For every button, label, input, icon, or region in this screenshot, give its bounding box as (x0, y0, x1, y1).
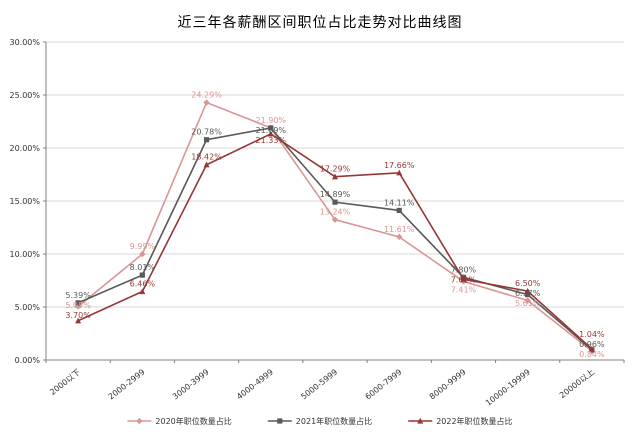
data-point-label: 14.11% (384, 198, 415, 207)
legend-label: 2022年职位数量占比 (436, 416, 512, 426)
data-point-label: 5.39% (65, 291, 91, 300)
data-point-marker (417, 417, 424, 424)
y-axis-label: 10.00% (9, 250, 40, 259)
data-point-label: 11.61% (384, 225, 415, 234)
data-point-marker (268, 125, 274, 131)
chart-title: 近三年各薪酬区间职位占比走势对比曲线图 (178, 15, 463, 31)
data-point-label: 6.17% (515, 289, 541, 298)
series-line-2020 (77, 101, 593, 352)
data-point-label: 6.46% (130, 280, 156, 289)
data-point-label: 17.66% (384, 161, 415, 170)
y-axis-label: 30.00% (9, 38, 40, 47)
y-axis-label: 5.00% (15, 303, 41, 312)
data-point-label: 0.96% (579, 340, 605, 349)
legend-item: 2020年职位数量占比 (127, 416, 232, 426)
legend-label: 2020年职位数量占比 (155, 416, 231, 426)
data-point-marker (331, 216, 339, 223)
data-point-label: 7.61% (451, 275, 477, 284)
data-point-label: 6.50% (515, 279, 541, 288)
data-point-marker (588, 345, 595, 352)
data-point-label: 21.90% (256, 116, 287, 125)
data-point-label: 14.89% (320, 190, 351, 199)
x-axis-label: 10000-19999 (484, 367, 532, 407)
x-axis-label: 2000-2999 (107, 367, 147, 401)
data-point-marker (136, 417, 143, 425)
data-point-marker (524, 287, 531, 294)
data-point-marker (139, 250, 146, 258)
data-point-label: 7.80% (451, 265, 477, 274)
data-point-label: 1.04% (579, 330, 605, 339)
data-point-marker (460, 276, 467, 282)
x-axis-label: 4000-4999 (235, 367, 275, 401)
data-point-marker (139, 272, 145, 278)
x-axis-label: 2000以下 (48, 367, 82, 396)
x-axis-label: 8000-9999 (428, 367, 468, 401)
data-point-marker (396, 169, 403, 176)
legend-item: 2021年职位数量占比 (267, 416, 372, 426)
data-point-label: 9.99% (130, 242, 156, 251)
data-point-marker (139, 288, 146, 295)
x-axis-label: 3000-3999 (171, 367, 211, 401)
data-point-label: 20.78% (191, 128, 222, 137)
data-point-marker (203, 99, 210, 106)
data-point-label: 21.89% (256, 126, 287, 135)
x-axis-label: 20000以上 (558, 367, 596, 400)
y-axis-label: 15.00% (9, 197, 40, 206)
data-point-marker (396, 233, 403, 241)
data-point-marker (75, 300, 81, 306)
y-axis-label: 20.00% (9, 144, 40, 153)
data-point-marker (332, 199, 338, 205)
series-line-2021 (77, 127, 593, 351)
legend-item: 2022年职位数量占比 (408, 416, 513, 426)
data-point-label: 7.41% (451, 285, 477, 294)
data-point-marker (332, 173, 338, 180)
data-point-label: 17.29% (320, 165, 351, 174)
legend-label: 2021年职位数量占比 (296, 416, 372, 426)
data-point-marker (75, 317, 82, 324)
data-point-marker (525, 291, 531, 298)
data-point-marker (267, 130, 274, 137)
x-axis-label: 5000-5999 (299, 367, 339, 401)
data-point-label: 0.84% (579, 350, 605, 359)
data-point-marker (203, 137, 210, 143)
data-point-label: 3.70% (65, 311, 91, 320)
data-point-label: 13.24% (320, 208, 351, 217)
y-axis-label: 25.00% (9, 91, 40, 100)
data-point-marker (524, 297, 531, 304)
data-point-label: 21.33% (256, 136, 287, 145)
data-point-marker (277, 418, 283, 424)
data-point-marker (203, 161, 210, 168)
data-point-marker (396, 207, 402, 214)
data-point-label: 24.29% (191, 91, 222, 100)
y-axis-label: 0.00% (15, 356, 41, 365)
data-point-label: 18.42% (191, 153, 222, 162)
data-point-label: 5.61% (515, 299, 541, 308)
x-axis-label: 6000-7999 (364, 367, 404, 401)
data-point-label: 5.05% (65, 301, 91, 310)
data-point-label: 8.01% (130, 263, 156, 272)
